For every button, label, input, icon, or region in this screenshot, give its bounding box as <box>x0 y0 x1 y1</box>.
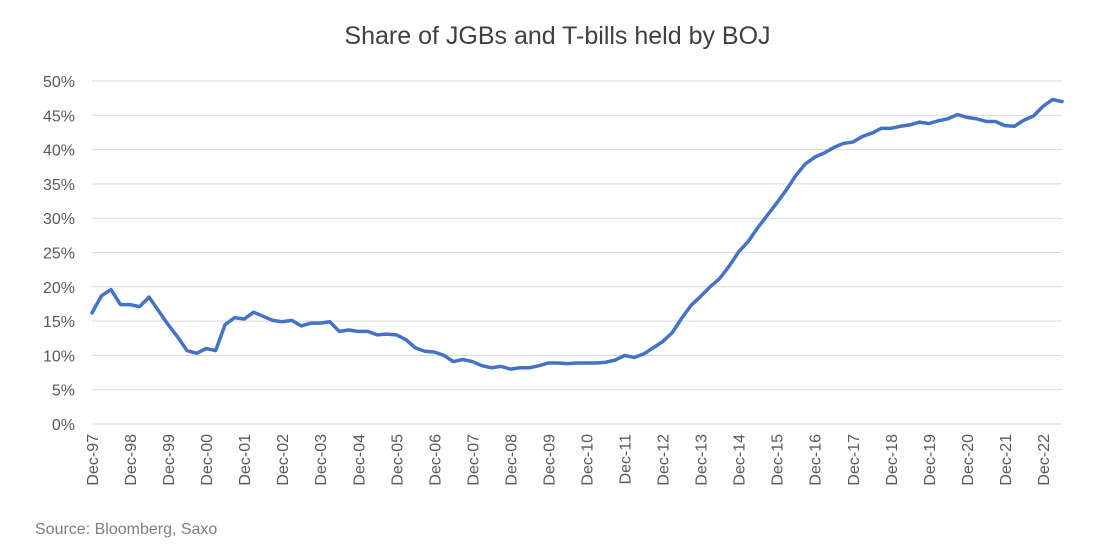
x-tick-label: Dec-04 <box>351 434 368 486</box>
y-tick-label: 25% <box>43 246 75 263</box>
y-tick-label: 35% <box>43 177 75 194</box>
x-tick-label: Dec-99 <box>161 434 178 486</box>
x-tick-label: Dec-15 <box>770 434 787 486</box>
y-axis-tick-labels: 0% 5% 10% 15% 20% 25% 30% 35% 40% 45% 50% <box>43 74 75 434</box>
x-tick-label: Dec-05 <box>389 434 406 486</box>
y-tick-label: 40% <box>43 143 75 160</box>
x-tick-label: Dec-16 <box>808 434 825 486</box>
x-tick-label: Dec-98 <box>123 434 140 486</box>
x-tick-label: Dec-08 <box>503 434 520 486</box>
x-tick-label: Dec-97 <box>85 434 102 486</box>
y-tick-label: 10% <box>43 348 75 365</box>
x-tick-label: Dec-21 <box>998 434 1015 486</box>
x-tick-label: Dec-00 <box>199 434 216 486</box>
source-note: Source: Bloomberg, Saxo <box>35 521 218 538</box>
y-tick-label: 0% <box>52 417 75 434</box>
x-tick-label: Dec-17 <box>846 434 863 486</box>
x-tick-label: Dec-13 <box>694 434 711 486</box>
x-tick-label: Dec-14 <box>732 434 749 486</box>
chart-title: Share of JGBs and T-bills held by BOJ <box>344 22 771 50</box>
y-tick-label: 50% <box>43 74 75 91</box>
x-tick-label: Dec-18 <box>884 434 901 486</box>
y-tick-label: 30% <box>43 211 75 228</box>
x-tick-label: Dec-22 <box>1036 434 1053 486</box>
x-axis-tick-labels: Dec-97 Dec-98 Dec-99 Dec-00 Dec-01 Dec-02 Dec-… <box>85 434 1053 486</box>
x-tick-label: Dec-09 <box>541 434 558 486</box>
x-tick-label: Dec-03 <box>313 434 330 486</box>
y-tick-label: 20% <box>43 280 75 297</box>
y-tick-label: 5% <box>52 383 75 400</box>
gridlines <box>92 80 1062 425</box>
x-tick-label: Dec-02 <box>275 434 292 486</box>
x-tick-label: Dec-12 <box>656 434 673 486</box>
series-layer <box>90 97 1064 371</box>
x-tick-label: Dec-06 <box>427 434 444 486</box>
y-tick-label: 15% <box>43 314 75 331</box>
x-tick-label: Dec-07 <box>465 434 482 486</box>
x-tick-label: Dec-19 <box>922 434 939 486</box>
series-line <box>90 97 1064 371</box>
x-tick-label: Dec-11 <box>618 434 635 484</box>
x-tick-label: Dec-10 <box>580 434 597 486</box>
x-tick-label: Dec-01 <box>237 434 254 486</box>
x-tick-label: Dec-20 <box>960 434 977 486</box>
y-tick-label: 45% <box>43 108 75 125</box>
